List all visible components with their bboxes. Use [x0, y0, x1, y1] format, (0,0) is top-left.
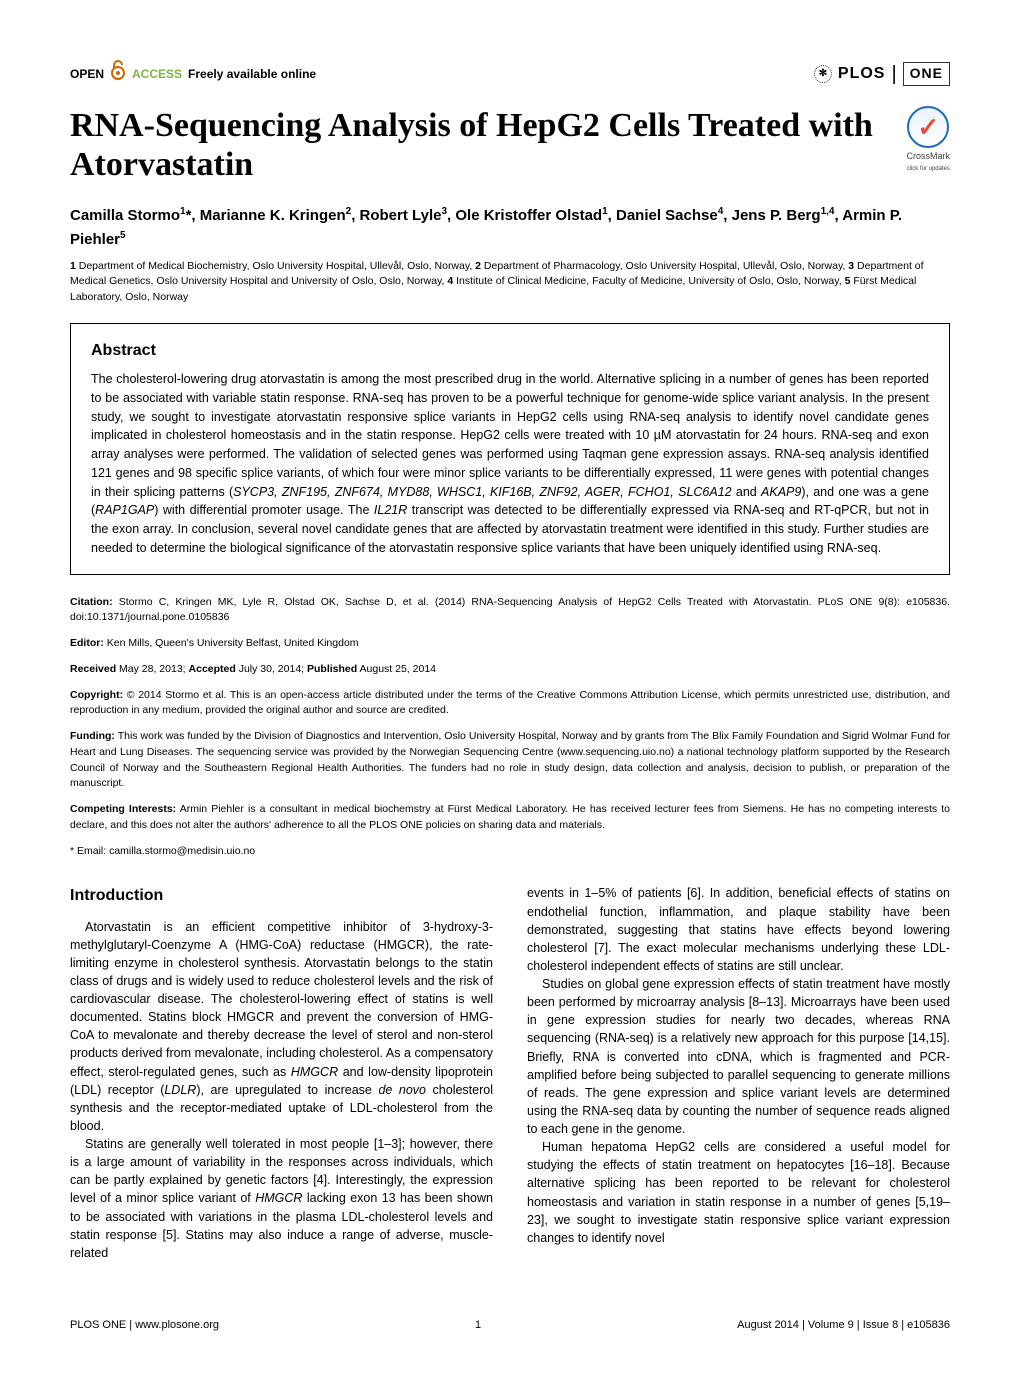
crossmark-icon: ✓ [907, 106, 949, 148]
corresponding-email: * Email: camilla.stormo@medisin.uio.no [70, 844, 950, 859]
footer-left: PLOS ONE | www.plosone.org [70, 1318, 219, 1333]
funding: Funding: This work was funded by the Div… [70, 729, 950, 792]
footer-right: August 2014 | Volume 9 | Issue 8 | e1058… [737, 1318, 950, 1333]
access-label: ACCESS [132, 66, 182, 83]
page-footer: PLOS ONE | www.plosone.org 1 August 2014… [70, 1312, 950, 1333]
one-text: ONE [903, 62, 950, 86]
intro-heading: Introduction [70, 884, 493, 907]
footer-page-number: 1 [475, 1318, 481, 1333]
editor: Editor: Ken Mills, Queen's University Be… [70, 636, 950, 652]
intro-p1: Atorvastatin is an efficient competitive… [70, 918, 493, 1136]
column-right: events in 1–5% of patients [6]. In addit… [527, 884, 950, 1262]
crossmark-label: CrossMark [906, 150, 950, 163]
article-title: RNA-Sequencing Analysis of HepG2 Cells T… [70, 106, 892, 184]
dates: Received May 28, 2013; Accepted July 30,… [70, 662, 950, 678]
citation: Citation: Stormo C, Kringen MK, Lyle R, … [70, 595, 950, 627]
abstract-text: The cholesterol-lowering drug atorvastat… [91, 370, 929, 558]
copyright: Copyright: © 2014 Stormo et al. This is … [70, 688, 950, 720]
crossmark-sub: click for updates [907, 165, 950, 173]
header-row: OPEN ACCESS Freely available online ✻ PL… [70, 60, 950, 88]
plos-text: PLOS [838, 63, 886, 85]
competing-interests: Competing Interests: Armin Piehler is a … [70, 802, 950, 834]
plos-logo: ✻ PLOS | ONE [814, 60, 950, 88]
plos-circle-icon: ✻ [814, 65, 832, 83]
affiliations: 1 Department of Medical Biochemistry, Os… [70, 259, 950, 305]
authors-line: Camilla Stormo1*, Marianne K. Kringen2, … [70, 204, 950, 251]
intro-p5: Human hepatoma HepG2 cells are considere… [527, 1138, 950, 1247]
intro-p3: events in 1–5% of patients [6]. In addit… [527, 884, 950, 975]
crossmark-badge[interactable]: ✓ CrossMark click for updates [906, 106, 950, 173]
intro-p2: Statins are generally well tolerated in … [70, 1135, 493, 1262]
abstract-heading: Abstract [91, 340, 929, 362]
divider: | [891, 60, 896, 88]
open-label: OPEN [70, 66, 104, 83]
abstract-box: Abstract The cholesterol-lowering drug a… [70, 323, 950, 575]
body-columns: Introduction Atorvastatin is an efficien… [70, 884, 950, 1262]
open-access-badge: OPEN ACCESS Freely available online [70, 60, 316, 87]
open-access-icon [110, 60, 126, 87]
column-left: Introduction Atorvastatin is an efficien… [70, 884, 493, 1262]
intro-p4: Studies on global gene expression effect… [527, 975, 950, 1138]
freely-label: Freely available online [188, 66, 316, 83]
